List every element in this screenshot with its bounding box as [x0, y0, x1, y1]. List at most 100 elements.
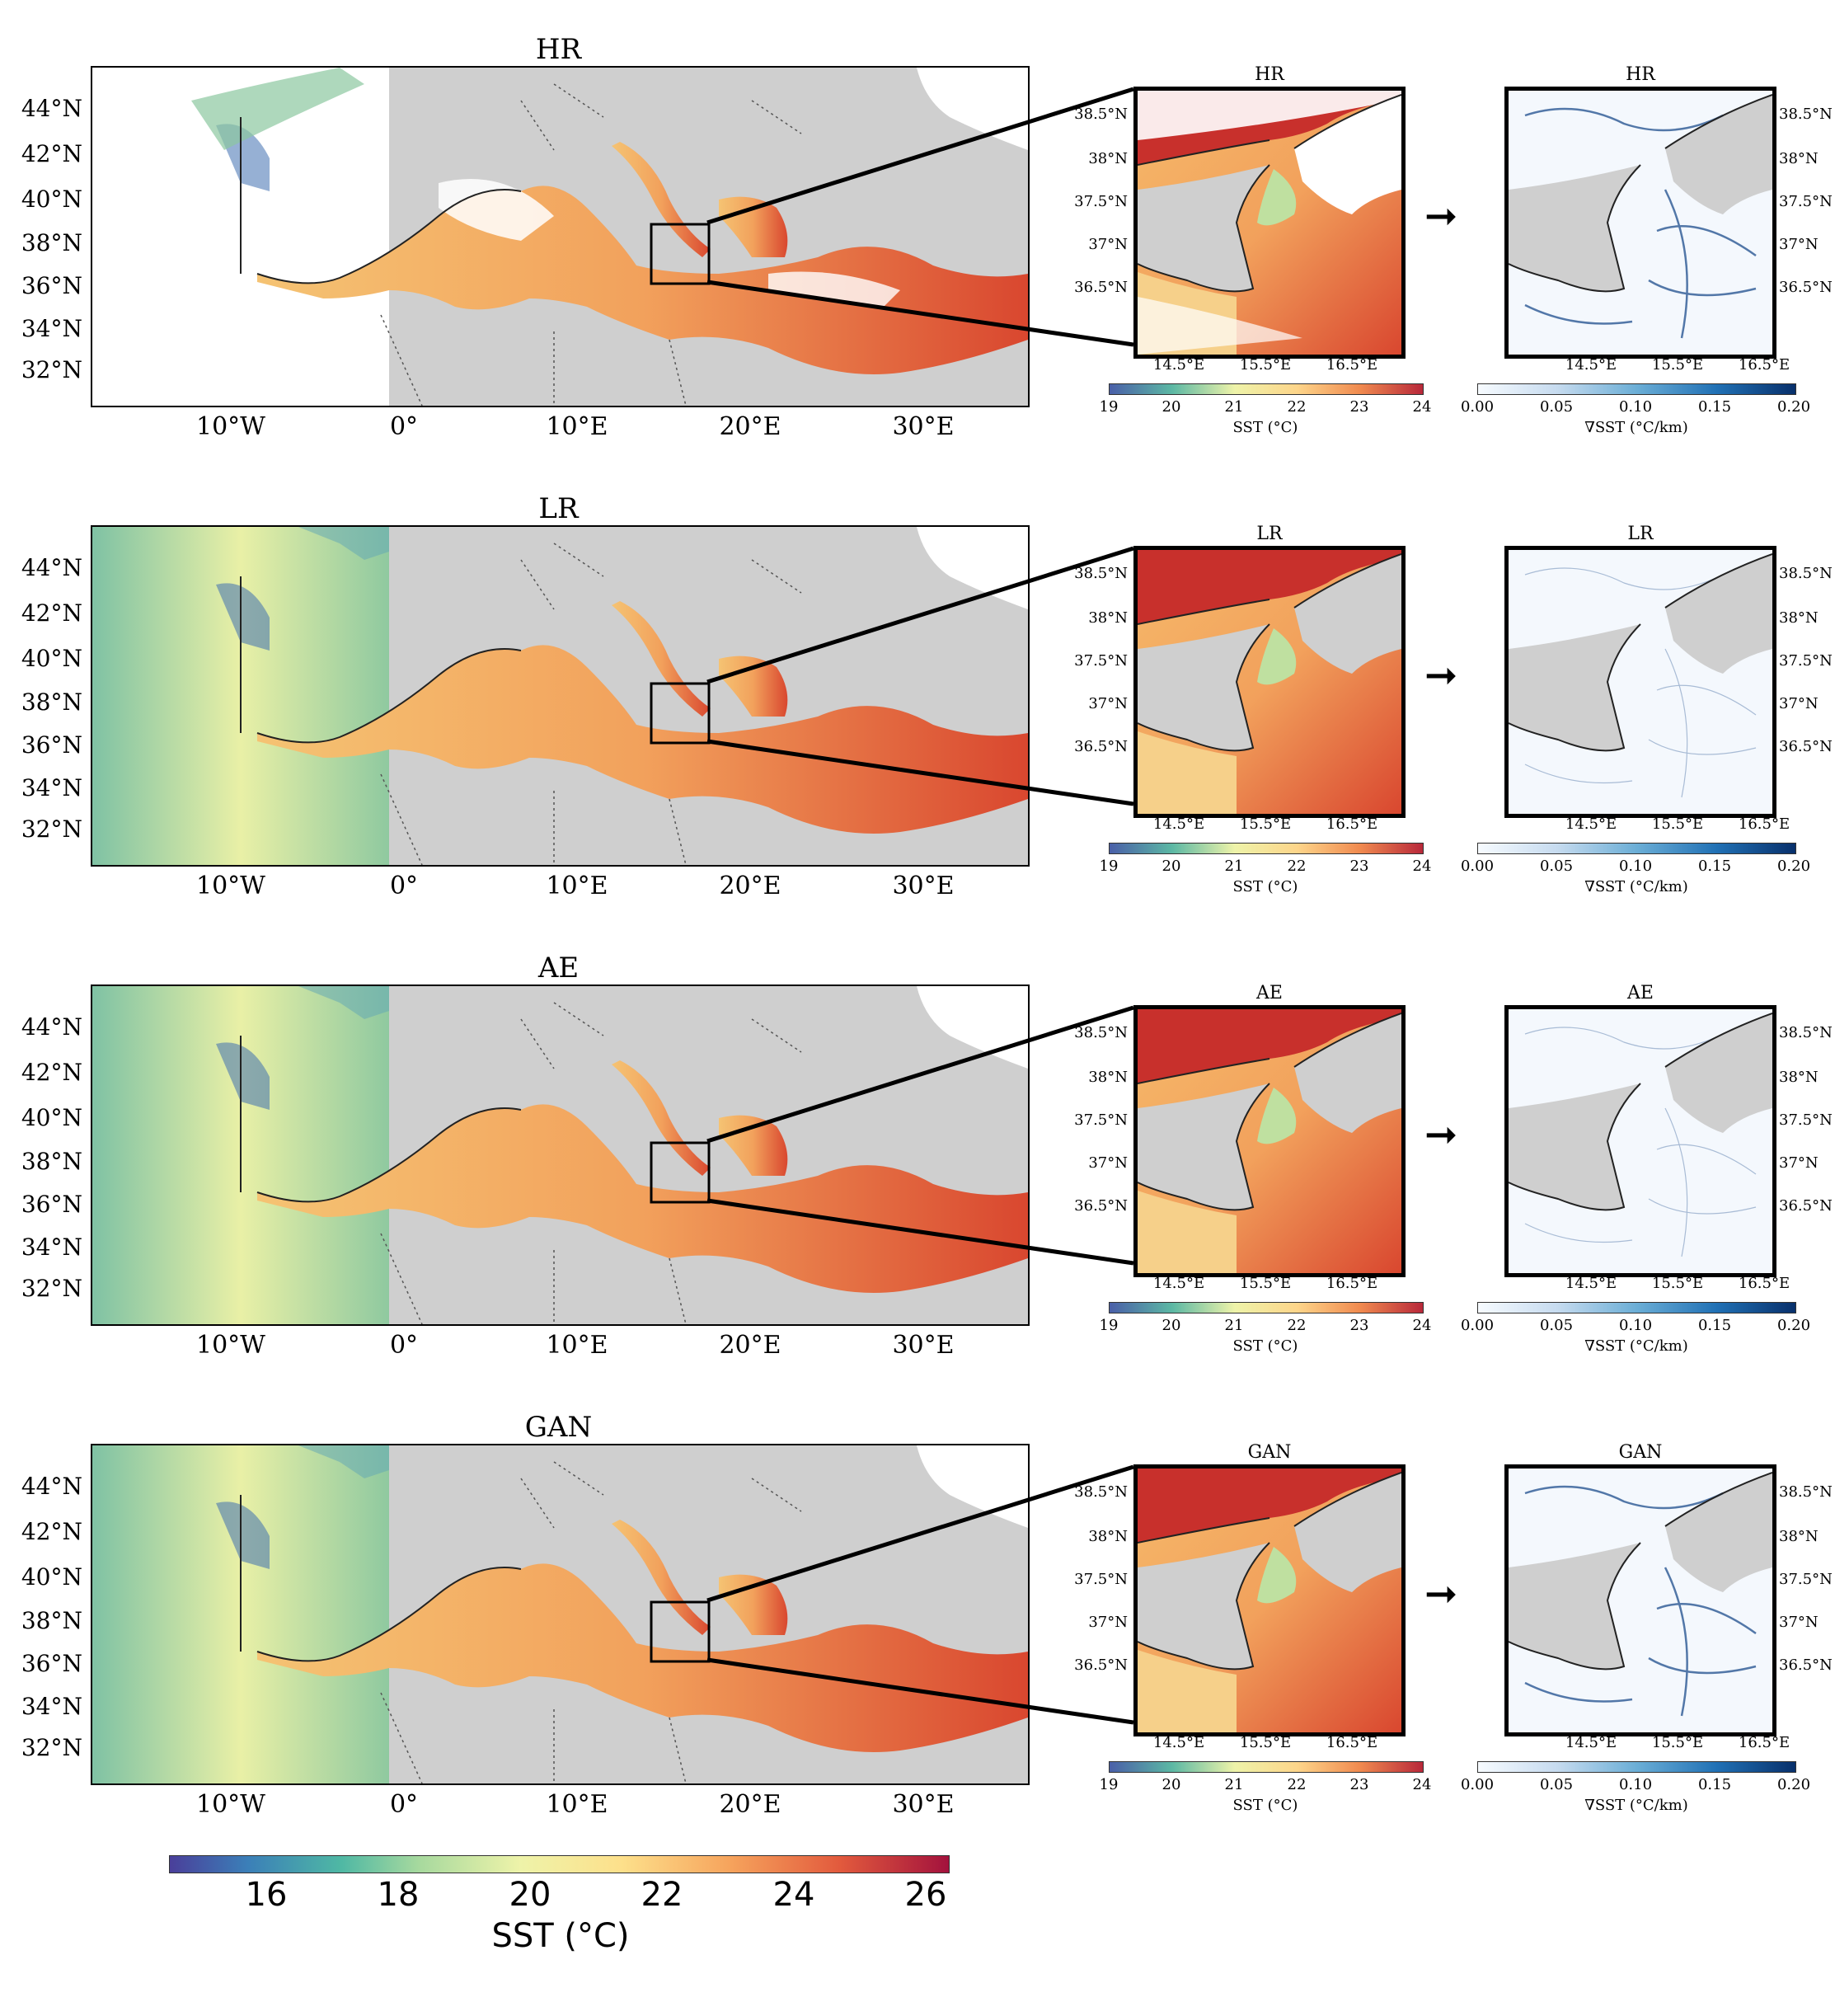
zoom-lat-tick: 38°N: [1088, 609, 1128, 627]
sst-cbar-tick: 22: [1287, 398, 1307, 416]
zoom-lon-tick: 16.5°E: [1738, 1275, 1790, 1292]
sst-cbar-label: SST (°C): [1232, 419, 1298, 436]
lat-tick: 32°N: [21, 356, 82, 383]
zoom-sst-map: [1133, 546, 1406, 818]
lon-tick: 30°E: [892, 1790, 955, 1819]
zoom-gradient-map: [1504, 87, 1776, 359]
zoom-lon-tick: 16.5°E: [1326, 815, 1378, 833]
zoom-lat-tick: 36.5°N: [1074, 279, 1128, 296]
main-sst-map: [91, 525, 1030, 867]
lon-tick: 10°W: [195, 412, 265, 441]
lat-tick: 32°N: [21, 1275, 82, 1302]
grad-cbar-tick: 0.15: [1697, 398, 1732, 416]
zoom-sst-map: [1133, 1464, 1406, 1736]
zoom-lat-tick: 38°N: [1779, 150, 1819, 167]
main-sst-map: [91, 1444, 1030, 1785]
lon-tick: 30°E: [892, 1331, 955, 1360]
panel-row-gan: GAN 4: [0, 1411, 1835, 1856]
lat-tick: 38°N: [21, 229, 82, 256]
main-sst-map: [91, 66, 1030, 407]
main-map-title: HR: [535, 33, 582, 66]
zoom-sst-map: [1133, 87, 1406, 359]
sst-cbar-tick: 24: [1412, 1317, 1432, 1334]
zoom-lon-tick: 16.5°E: [1738, 815, 1790, 833]
zoom-lat-tick: 38.5°N: [1074, 1024, 1128, 1041]
lon-tick: 20°E: [719, 1790, 781, 1819]
zoom-lat-tick: 37°N: [1088, 695, 1128, 712]
zoom-lon-tick: 14.5°E: [1565, 815, 1617, 833]
zoom-lat-tick: 37°N: [1088, 1154, 1128, 1172]
main-sst-map: [91, 985, 1030, 1326]
lat-tick: 32°N: [21, 815, 82, 843]
big-cbar-tick: 24: [772, 1876, 815, 1914]
main-map-title: AE: [537, 952, 580, 985]
arrow-icon: ➞: [1424, 193, 1458, 239]
sst-cbar-tick: 20: [1162, 398, 1181, 416]
zoom-lon-tick: 15.5°E: [1651, 1734, 1704, 1751]
lat-tick: 38°N: [21, 1607, 82, 1634]
zoom-lat-tick: 37°N: [1779, 695, 1819, 712]
zoom-lat-tick: 36.5°N: [1074, 738, 1128, 755]
zoom-lon-tick: 14.5°E: [1565, 356, 1617, 374]
zoom-sst-colorbar: [1109, 1761, 1424, 1773]
panel-row-hr: HR 44: [0, 33, 1835, 478]
lat-tick: 38°N: [21, 688, 82, 716]
grad-cbar-tick: 0.05: [1539, 858, 1574, 875]
lon-tick: 0°: [389, 872, 419, 900]
grad-cbar-tick: 0.00: [1460, 398, 1495, 416]
main-map-title: LR: [538, 492, 579, 525]
grad-cbar-tick: 0.00: [1460, 1317, 1495, 1334]
grad-cbar-tick: 0.05: [1539, 1776, 1574, 1793]
zoom-lon-tick: 15.5°E: [1651, 815, 1704, 833]
lat-tick: 34°N: [21, 1693, 82, 1720]
sst-cbar-label: SST (°C): [1232, 878, 1298, 895]
zoom-grad-colorbar: [1477, 843, 1796, 854]
grad-cbar-tick: 0.10: [1618, 1317, 1653, 1334]
zoom-lat-tick: 37.5°N: [1074, 652, 1128, 670]
arrow-icon: ➞: [1424, 1111, 1458, 1158]
big-cbar-label: SST (°C): [491, 1917, 630, 1955]
lon-tick: 10°W: [195, 1331, 265, 1360]
grad-cbar-tick: 0.15: [1697, 1776, 1732, 1793]
zoom-lat-tick: 36.5°N: [1779, 738, 1833, 755]
zoom-lat-tick: 38°N: [1779, 1069, 1819, 1086]
zoom-lat-tick: 38.5°N: [1779, 565, 1833, 582]
lon-tick: 20°E: [719, 872, 781, 900]
zoom-lon-tick: 15.5°E: [1239, 1275, 1292, 1292]
sst-cbar-tick: 20: [1162, 1776, 1181, 1793]
zoom-lat-tick: 38.5°N: [1779, 106, 1833, 123]
zoom-sst-title: HR: [1255, 64, 1284, 85]
grad-cbar-tick: 0.05: [1539, 398, 1574, 416]
grad-cbar-tick: 0.00: [1460, 858, 1495, 875]
zoom-lon-tick: 14.5°E: [1152, 1275, 1205, 1292]
lat-tick: 38°N: [21, 1148, 82, 1175]
lat-tick: 42°N: [21, 599, 82, 627]
lon-tick: 0°: [389, 1331, 419, 1360]
panel-row-lr: LR 44: [0, 492, 1835, 938]
zoom-lat-tick: 38.5°N: [1779, 1024, 1833, 1041]
sst-cbar-tick: 23: [1349, 1776, 1369, 1793]
main-sst-colorbar: [169, 1855, 950, 1873]
lat-tick: 34°N: [21, 1234, 82, 1261]
arrow-icon: ➞: [1424, 652, 1458, 698]
lon-tick: 10°E: [546, 412, 608, 441]
grad-cbar-label: ∇SST (°C/km): [1584, 419, 1688, 436]
lat-tick: 36°N: [21, 1650, 82, 1677]
zoom-grad-colorbar: [1477, 383, 1796, 395]
zoom-sst-map: [1133, 1005, 1406, 1277]
lat-tick: 36°N: [21, 731, 82, 759]
zoom-lat-tick: 38°N: [1088, 1069, 1128, 1086]
zoom-lon-tick: 15.5°E: [1239, 356, 1292, 374]
big-cbar-tick: 16: [245, 1876, 288, 1914]
zoom-grad-title: LR: [1627, 524, 1654, 544]
zoom-lat-tick: 38°N: [1088, 150, 1128, 167]
zoom-lon-tick: 14.5°E: [1152, 356, 1205, 374]
lat-tick: 40°N: [21, 186, 82, 213]
zoom-lat-tick: 37.5°N: [1779, 652, 1833, 670]
lon-tick: 10°E: [546, 1790, 608, 1819]
grad-cbar-tick: 0.20: [1776, 398, 1811, 416]
zoom-lon-tick: 14.5°E: [1565, 1734, 1617, 1751]
sst-cbar-tick: 21: [1224, 1317, 1244, 1334]
zoom-sst-colorbar: [1109, 383, 1424, 395]
zoom-grad-title: GAN: [1618, 1442, 1663, 1463]
